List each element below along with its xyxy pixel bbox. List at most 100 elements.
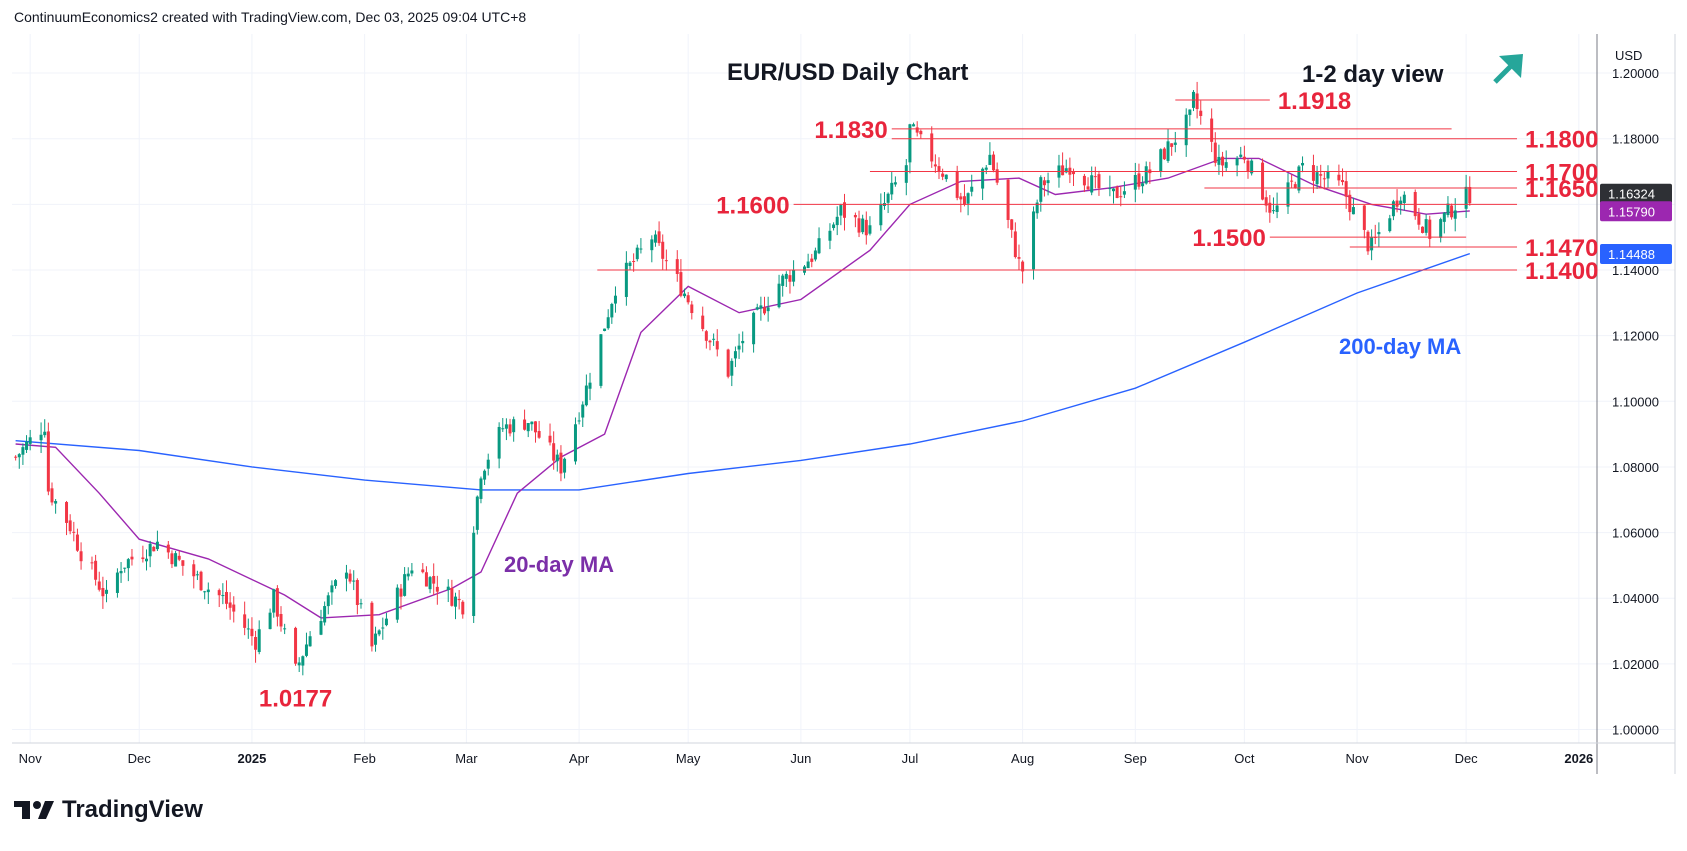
tradingview-logo[interactable]: TradingView: [14, 796, 203, 824]
candle-body: [1366, 231, 1370, 252]
candle-body: [301, 656, 305, 666]
candle-body: [1017, 257, 1021, 259]
candle-body: [483, 470, 487, 480]
candle-body: [177, 555, 181, 560]
candle-body: [28, 437, 32, 444]
candle-body: [1010, 219, 1014, 230]
time-axis[interactable]: Nov Dec 2025 Feb Mar Apr May Jun Jul Aug Sep Oct Nov…: [19, 751, 1594, 766]
candle-body: [526, 423, 530, 432]
candle-body: [599, 334, 603, 386]
candle-body: [105, 589, 109, 594]
candle-body: [1319, 174, 1323, 176]
candle-body: [988, 154, 992, 165]
candle-body: [981, 168, 985, 189]
candle-body: [1235, 158, 1239, 166]
currency-label: USD: [1615, 48, 1642, 63]
candle-body: [1464, 186, 1468, 209]
candle-body: [181, 560, 185, 566]
tradingview-logo-text: TradingView: [62, 796, 203, 823]
candle-body: [1082, 175, 1086, 186]
candle-body: [399, 588, 403, 597]
candle-body: [1250, 160, 1254, 174]
level-label: 1.1700: [1525, 160, 1598, 187]
candle-body: [1213, 142, 1217, 163]
price-axis[interactable]: 1.200001.180001.160001.140001.120001.100…: [1612, 66, 1659, 737]
candle-body: [410, 570, 414, 574]
candle-body: [1450, 205, 1454, 218]
candle-body: [759, 305, 763, 309]
candle-body: [959, 196, 963, 200]
candle-body: [1039, 177, 1043, 202]
candle-body: [1122, 191, 1126, 195]
candle-body: [810, 258, 814, 262]
candle-body: [966, 193, 970, 204]
candle-body: [246, 628, 250, 630]
time-tick-label: Apr: [569, 751, 590, 766]
price-tick-label: 1.00000: [1612, 723, 1659, 738]
candle-body: [1286, 182, 1290, 207]
price-tag-box: [1600, 243, 1672, 264]
candle-body: [1184, 114, 1188, 146]
candle-body: [523, 419, 527, 430]
candle-body: [1337, 174, 1341, 181]
candle-body: [752, 312, 756, 345]
candle-body: [726, 349, 730, 377]
candle-body: [603, 328, 607, 331]
candle-body: [130, 556, 134, 560]
candle-body: [250, 628, 254, 637]
candle-body: [1290, 180, 1294, 182]
candle-body: [254, 636, 258, 650]
candle-body: [374, 633, 378, 645]
candle-body: [97, 581, 101, 590]
candle-body: [94, 560, 98, 580]
candle-body: [454, 596, 458, 607]
candle-body: [995, 169, 999, 183]
candle-body: [406, 573, 410, 577]
candle-body: [1424, 219, 1428, 233]
attribution-text: ContinuumEconomics2 created with Trading…: [14, 9, 527, 25]
candle-body: [428, 577, 432, 590]
candle-body: [679, 272, 683, 296]
candle-body: [792, 270, 796, 282]
candle-body: [788, 275, 792, 282]
candle-body: [1144, 166, 1148, 184]
candle-body: [879, 203, 883, 226]
ma200-label: 200-day MA: [1339, 334, 1461, 359]
candle-body: [486, 459, 490, 469]
arrow-up-right-icon: [1493, 54, 1523, 84]
price-tick-label: 1.04000: [1612, 591, 1659, 606]
ma20-line: [15, 157, 1470, 619]
candle-body: [119, 571, 123, 574]
candle-body: [359, 603, 363, 605]
candle-body: [403, 574, 407, 596]
price-tags-group: 1.16324 1.15790 1.14488: [1600, 183, 1672, 264]
candle-body: [784, 273, 788, 279]
candle-body: [283, 628, 287, 630]
time-tick-label: Oct: [1234, 751, 1255, 766]
candle-body: [1021, 261, 1025, 272]
candle-body: [944, 174, 948, 180]
candle-body: [1446, 203, 1450, 216]
candle-body: [632, 260, 636, 262]
price-tick-label: 1.10000: [1612, 394, 1659, 409]
candle-body: [941, 173, 945, 177]
candle-body: [435, 586, 439, 592]
candle-body: [1395, 200, 1399, 207]
time-tick-label: Aug: [1011, 751, 1034, 766]
candle-body: [1217, 156, 1221, 165]
candle-body: [1453, 210, 1457, 219]
candle-body: [1064, 168, 1068, 173]
candle-body: [657, 231, 661, 244]
candle-body: [686, 295, 690, 303]
time-tick-label: Sep: [1124, 751, 1147, 766]
candle-body: [257, 629, 261, 653]
candle-body: [1195, 93, 1199, 110]
candle-body: [123, 567, 127, 569]
candle-body: [297, 662, 301, 666]
candle-body: [712, 338, 716, 340]
candle-body: [148, 543, 152, 557]
candle-body: [842, 202, 846, 218]
low-label: 1.0177: [259, 685, 332, 712]
candle-body: [268, 612, 272, 630]
